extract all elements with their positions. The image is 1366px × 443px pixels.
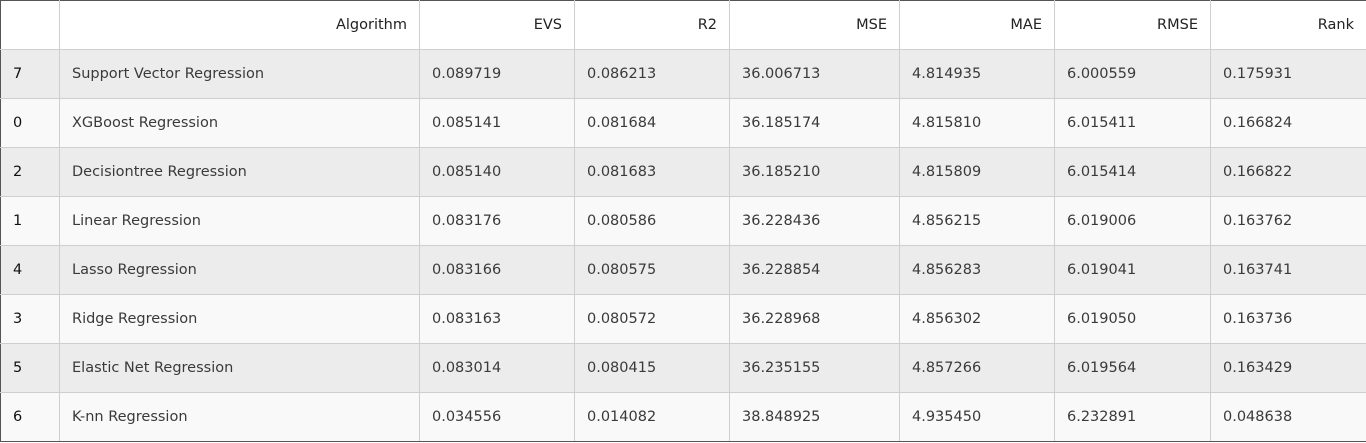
table-row: 6 K-nn Regression 0.034556 0.014082 38.8… <box>0 392 1366 442</box>
cell-mse: 36.228436 <box>729 196 900 246</box>
row-index: 4 <box>0 245 60 295</box>
cell-rmse: 6.000559 <box>1054 49 1211 99</box>
row-index: 3 <box>0 294 60 344</box>
cell-rmse: 6.019006 <box>1054 196 1211 246</box>
cell-rank: 0.048638 <box>1210 392 1366 442</box>
cell-algorithm: XGBoost Regression <box>59 98 420 148</box>
cell-mae: 4.856302 <box>899 294 1055 344</box>
header-algorithm: Algorithm <box>59 0 420 50</box>
cell-evs: 0.034556 <box>419 392 575 442</box>
cell-mae: 4.815809 <box>899 147 1055 197</box>
cell-mse: 36.235155 <box>729 343 900 393</box>
cell-mse: 36.228854 <box>729 245 900 295</box>
table-header: Algorithm EVS R2 MSE MAE RMSE Rank <box>0 0 1366 50</box>
cell-algorithm: Lasso Regression <box>59 245 420 295</box>
table-row: 0 XGBoost Regression 0.085141 0.081684 3… <box>0 98 1366 148</box>
cell-evs: 0.083176 <box>419 196 575 246</box>
cell-algorithm: Linear Regression <box>59 196 420 246</box>
cell-algorithm: K-nn Regression <box>59 392 420 442</box>
cell-rmse: 6.019050 <box>1054 294 1211 344</box>
row-index: 5 <box>0 343 60 393</box>
cell-rank: 0.175931 <box>1210 49 1366 99</box>
header-mae: MAE <box>899 0 1055 50</box>
cell-algorithm: Elastic Net Regression <box>59 343 420 393</box>
cell-mse: 36.006713 <box>729 49 900 99</box>
cell-algorithm: Ridge Regression <box>59 294 420 344</box>
cell-rank: 0.166822 <box>1210 147 1366 197</box>
row-index: 1 <box>0 196 60 246</box>
cell-algorithm: Decisiontree Regression <box>59 147 420 197</box>
cell-mae: 4.815810 <box>899 98 1055 148</box>
cell-mse: 36.185174 <box>729 98 900 148</box>
cell-mae: 4.814935 <box>899 49 1055 99</box>
header-rmse: RMSE <box>1054 0 1211 50</box>
header-rank: Rank <box>1210 0 1366 50</box>
cell-rmse: 6.015411 <box>1054 98 1211 148</box>
cell-r2: 0.080415 <box>574 343 730 393</box>
header-evs: EVS <box>419 0 575 50</box>
cell-mae: 4.856215 <box>899 196 1055 246</box>
table-row: 1 Linear Regression 0.083176 0.080586 36… <box>0 196 1366 246</box>
cell-evs: 0.085141 <box>419 98 575 148</box>
cell-mae: 4.856283 <box>899 245 1055 295</box>
cell-rmse: 6.015414 <box>1054 147 1211 197</box>
cell-r2: 0.086213 <box>574 49 730 99</box>
cell-rmse: 6.232891 <box>1054 392 1211 442</box>
cell-mse: 36.228968 <box>729 294 900 344</box>
cell-evs: 0.083014 <box>419 343 575 393</box>
row-index: 7 <box>0 49 60 99</box>
cell-r2: 0.014082 <box>574 392 730 442</box>
cell-rank: 0.163762 <box>1210 196 1366 246</box>
header-row: Algorithm EVS R2 MSE MAE RMSE Rank <box>0 0 1366 50</box>
cell-r2: 0.081683 <box>574 147 730 197</box>
cell-evs: 0.089719 <box>419 49 575 99</box>
cell-rank: 0.166824 <box>1210 98 1366 148</box>
table-body: 7 Support Vector Regression 0.089719 0.0… <box>0 49 1366 442</box>
cell-rank: 0.163736 <box>1210 294 1366 344</box>
cell-rank: 0.163429 <box>1210 343 1366 393</box>
table-row: 7 Support Vector Regression 0.089719 0.0… <box>0 49 1366 99</box>
cell-mae: 4.857266 <box>899 343 1055 393</box>
cell-r2: 0.080572 <box>574 294 730 344</box>
table-row: 4 Lasso Regression 0.083166 0.080575 36.… <box>0 245 1366 295</box>
cell-algorithm: Support Vector Regression <box>59 49 420 99</box>
cell-rmse: 6.019564 <box>1054 343 1211 393</box>
cell-mse: 38.848925 <box>729 392 900 442</box>
cell-rmse: 6.019041 <box>1054 245 1211 295</box>
table-row: 5 Elastic Net Regression 0.083014 0.0804… <box>0 343 1366 393</box>
cell-mse: 36.185210 <box>729 147 900 197</box>
table-row: 2 Decisiontree Regression 0.085140 0.081… <box>0 147 1366 197</box>
cell-evs: 0.083166 <box>419 245 575 295</box>
cell-r2: 0.080586 <box>574 196 730 246</box>
header-index <box>0 0 60 50</box>
cell-evs: 0.085140 <box>419 147 575 197</box>
header-r2: R2 <box>574 0 730 50</box>
header-mse: MSE <box>729 0 900 50</box>
cell-rank: 0.163741 <box>1210 245 1366 295</box>
cell-r2: 0.081684 <box>574 98 730 148</box>
cell-r2: 0.080575 <box>574 245 730 295</box>
row-index: 2 <box>0 147 60 197</box>
row-index: 6 <box>0 392 60 442</box>
cell-mae: 4.935450 <box>899 392 1055 442</box>
cell-evs: 0.083163 <box>419 294 575 344</box>
row-index: 0 <box>0 98 60 148</box>
table-row: 3 Ridge Regression 0.083163 0.080572 36.… <box>0 294 1366 344</box>
